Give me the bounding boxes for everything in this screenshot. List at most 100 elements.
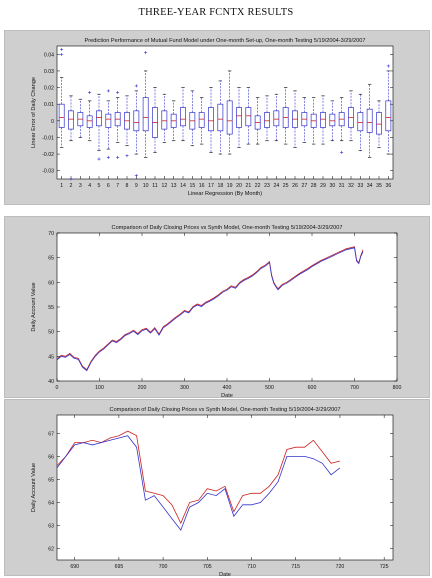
x-tick-label: 500: [265, 385, 274, 391]
y-tick-label: 64: [48, 500, 54, 506]
box-32: [348, 90, 354, 142]
y-tick-label: 65: [48, 477, 54, 483]
chart-title: Prediction Performance of Mutual Fund Mo…: [85, 38, 366, 44]
outlier-point: [88, 91, 92, 95]
box-2: [68, 95, 74, 181]
x-tick-label: 25: [283, 183, 289, 189]
zoomed-line-chart: Comparison of Daily Closing Prices vs Sy…: [31, 407, 394, 577]
x-tick-label: 28: [311, 183, 317, 189]
y-axis-label: Daily Account Value: [31, 282, 37, 331]
x-tick-label: 24: [273, 183, 279, 189]
page-title: THREE-YEAR FCNTX RESULTS: [138, 7, 294, 18]
box-body: [161, 110, 168, 130]
x-tick-label: 13: [171, 183, 177, 189]
full-period-line-panel: Comparison of Daily Closing Prices vs Sy…: [4, 216, 430, 399]
x-tick-label: 715: [291, 564, 300, 570]
y-tick-label: 60: [48, 280, 54, 286]
y-tick-label: 70: [48, 231, 54, 237]
box-28: [310, 97, 317, 145]
box-36: [385, 64, 392, 155]
box-body: [58, 103, 65, 128]
x-axis-label: Date: [221, 393, 233, 399]
box-24: [273, 93, 280, 142]
x-tick-label: 22: [255, 183, 261, 189]
chart-title: Comparison of Daily Closing Prices vs Sy…: [110, 407, 341, 413]
y-axis-label: Linear Error of Daily Change: [31, 77, 37, 148]
x-tick-label: 36: [385, 183, 391, 189]
box-body: [96, 110, 102, 127]
box-22: [254, 97, 261, 145]
outlier-point: [134, 174, 138, 178]
box-7: [114, 91, 121, 159]
y-tick-label: 63: [48, 523, 54, 529]
outlier-point: [125, 154, 129, 158]
x-tick-label: 32: [348, 183, 354, 189]
outlier-point: [386, 64, 390, 68]
x-tick-label: 600: [308, 385, 317, 391]
box-6: [105, 89, 112, 159]
x-tick-label: 7: [116, 183, 119, 189]
box-34: [366, 83, 373, 158]
box-16: [198, 97, 205, 145]
y-axis-label: Daily Account Value: [31, 463, 37, 512]
box-15: [189, 90, 196, 147]
x-tick-label: 35: [376, 183, 382, 189]
plot-area: [56, 232, 398, 382]
x-tick-label: 11: [152, 183, 157, 189]
y-tick-label: 0.04: [44, 52, 54, 58]
x-tick-label: 31: [339, 183, 345, 189]
series-line-1: [56, 430, 341, 525]
box-body: [366, 108, 373, 133]
x-tick-label: 21: [245, 183, 251, 189]
y-tick-label: 0.01: [44, 102, 54, 108]
x-tick-label: 710: [247, 564, 256, 570]
x-tick-label: 695: [115, 564, 124, 570]
box-5: [96, 93, 102, 161]
box-body: [208, 107, 214, 132]
box-8: [124, 95, 130, 158]
x-tick-label: 27: [301, 183, 307, 189]
box-body: [320, 112, 326, 128]
outlier-point: [106, 155, 110, 159]
x-tick-label: 23: [264, 183, 270, 189]
zoomed-line-panel: Comparison of Daily Closing Prices vs Sy…: [4, 399, 430, 577]
box-11: [152, 87, 158, 153]
x-tick-label: 17: [208, 183, 214, 189]
boxplot-chart: Prediction Performance of Mutual Fund Mo…: [31, 38, 394, 197]
y-tick-label: 65: [48, 256, 54, 262]
plot-area: [56, 45, 394, 180]
box-9: [133, 84, 140, 178]
x-tick-label: 16: [199, 183, 205, 189]
x-tick-label: 700: [350, 385, 359, 391]
y-tick-label: -0.02: [42, 152, 54, 158]
x-tick-label: 690: [70, 564, 79, 570]
x-tick-label: 30: [329, 183, 335, 189]
x-tick-label: 26: [292, 183, 298, 189]
box-35: [376, 100, 382, 148]
x-axis-label: Date: [219, 572, 231, 577]
box-body: [217, 103, 224, 132]
y-tick-label: 55: [48, 305, 54, 311]
box-29: [320, 95, 326, 145]
outlier-point: [116, 91, 120, 95]
x-tick-label: 33: [357, 183, 363, 189]
x-tick-label: 15: [189, 183, 195, 189]
x-axis-label: Linear Regression (By Month): [188, 191, 262, 197]
y-tick-label: 62: [48, 546, 54, 552]
box-26: [292, 90, 298, 148]
box-4: [86, 91, 93, 142]
box-body: [357, 112, 364, 132]
outlier-point: [340, 150, 344, 154]
box-12: [161, 93, 168, 143]
box-body: [226, 100, 233, 135]
x-tick-label: 29: [320, 183, 326, 189]
x-tick-label: 20: [236, 183, 242, 189]
outlier-point: [69, 177, 73, 181]
x-tick-label: 5: [98, 183, 101, 189]
box-body: [180, 107, 186, 127]
box-1: [58, 47, 65, 148]
box-17: [208, 87, 214, 153]
x-tick-label: 4: [88, 183, 91, 189]
chart-title: Comparison of Daily Closing Prices vs Sy…: [112, 225, 343, 231]
x-tick-label: 9: [135, 183, 138, 189]
